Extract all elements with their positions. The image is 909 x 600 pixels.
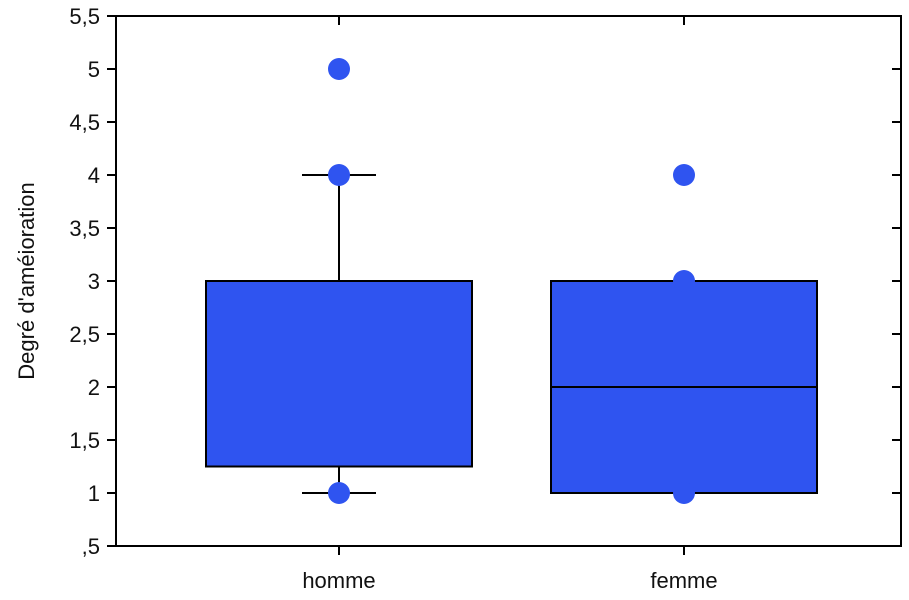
x-tick-label: femme — [650, 568, 717, 593]
y-tick-label: 5,5 — [69, 4, 100, 29]
y-tick-label: 2,5 — [69, 322, 100, 347]
box-group-homme — [205, 58, 473, 504]
boxes-layer — [205, 58, 818, 504]
y-tick-label: 2 — [88, 375, 100, 400]
y-tick-label: 4 — [88, 163, 100, 188]
data-point — [328, 58, 350, 80]
box-group-femme — [550, 164, 818, 504]
data-point — [328, 482, 350, 504]
data-point — [673, 164, 695, 186]
y-tick-label: 3,5 — [69, 216, 100, 241]
box-iqr — [205, 280, 473, 468]
y-tick-label: 1,5 — [69, 428, 100, 453]
x-axis-ticks: homme femme — [302, 16, 718, 593]
y-tick-label: 4,5 — [69, 110, 100, 135]
y-tick-label: ,5 — [82, 534, 100, 559]
data-point — [673, 270, 695, 292]
y-tick-label: 3 — [88, 269, 100, 294]
y-axis-title: Degré d'améioration — [14, 182, 39, 379]
x-tick-label: homme — [302, 568, 375, 593]
y-tick-label: 5 — [88, 57, 100, 82]
data-point — [673, 482, 695, 504]
y-tick-label: 1 — [88, 481, 100, 506]
y-axis-ticks: ,5 1 1,5 2 2,5 3 3,5 4 4,5 5 5,5 — [69, 4, 901, 559]
data-point — [328, 164, 350, 186]
